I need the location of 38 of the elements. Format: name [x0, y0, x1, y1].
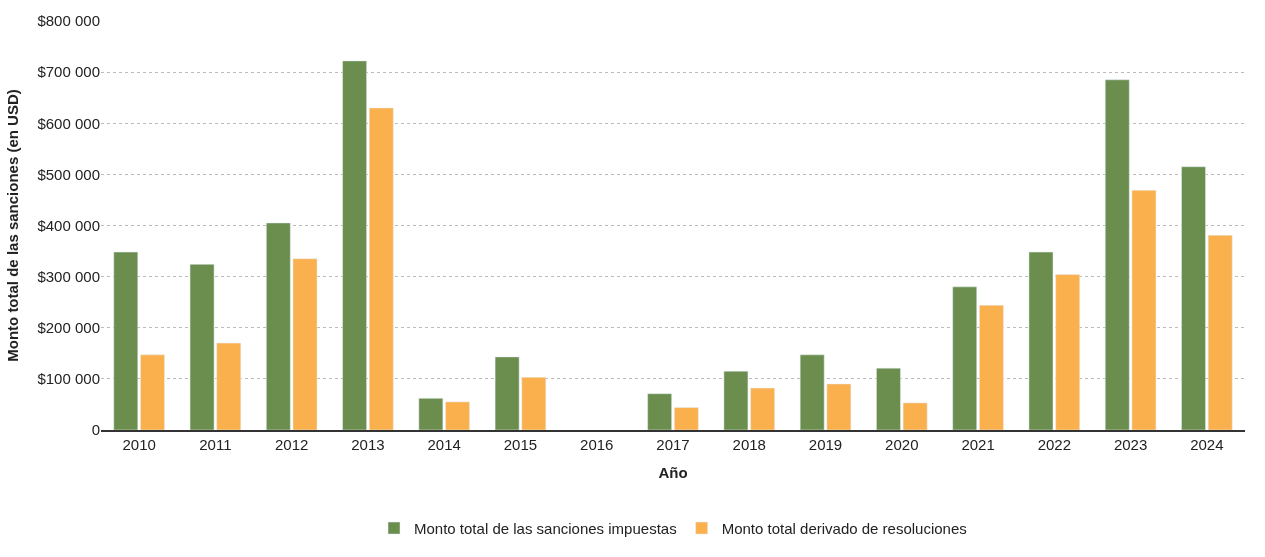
x-axis-title: Año — [658, 463, 688, 481]
x-tick-label: 2021 — [961, 436, 995, 453]
y-tick-label: $200 000 — [37, 319, 100, 336]
bar — [369, 107, 394, 430]
x-tick-label: 2013 — [351, 436, 385, 453]
x-tick-label: 2017 — [656, 436, 690, 453]
x-tick-label: 2020 — [885, 436, 919, 453]
legend-label: Monto total de las sanciones impuestas — [414, 519, 677, 537]
x-tick-label: 2019 — [808, 436, 843, 453]
x-tick-label: 2024 — [1190, 436, 1224, 453]
bar — [647, 393, 672, 430]
bar — [342, 60, 367, 430]
y-axis-title: Monto total de las sanciones (en USD) — [3, 89, 21, 362]
x-tick-label: 2018 — [732, 436, 766, 453]
bar — [1207, 234, 1233, 430]
y-tick-label: 0 — [91, 421, 100, 439]
x-tick-label: 2014 — [427, 436, 461, 453]
bar — [140, 354, 165, 430]
x-tick-label: 2022 — [1037, 436, 1072, 453]
x-tick-label: 2012 — [274, 436, 309, 453]
y-tick-label: $800 000 — [37, 12, 100, 30]
y-tick-label: $600 000 — [37, 114, 100, 132]
y-tick-label: $300 000 — [37, 267, 100, 285]
x-tick-label: 2010 — [122, 436, 156, 453]
legend-label: Monto total derivado de resoluciones — [721, 519, 967, 537]
x-tick-label: 2011 — [199, 436, 232, 453]
x-tick-label: 2016 — [580, 436, 614, 453]
bar — [1181, 166, 1206, 430]
x-tick-label: 2015 — [503, 436, 538, 453]
y-tick-label: $100 000 — [37, 370, 100, 388]
y-tick-label: $700 000 — [37, 63, 100, 81]
bar — [674, 407, 699, 430]
x-tick-label: 2023 — [1113, 436, 1148, 453]
bar — [979, 305, 1004, 430]
bar — [952, 286, 977, 430]
y-tick-label: $400 000 — [37, 216, 100, 234]
y-tick-label: $500 000 — [37, 165, 100, 183]
bar — [113, 251, 139, 430]
